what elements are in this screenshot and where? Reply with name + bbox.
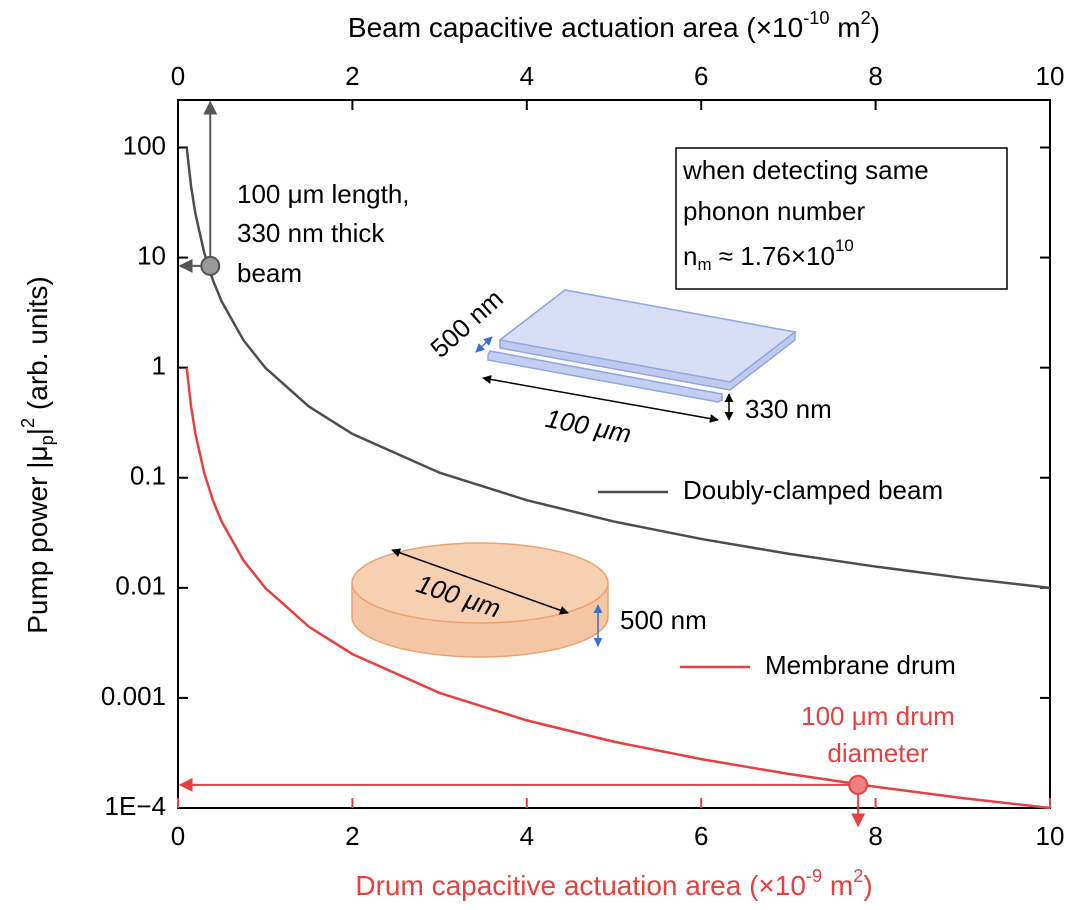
series-line <box>185 367 1051 810</box>
label-part: ≈ 1.76×10 <box>712 241 835 271</box>
y-tick-label: 0.001 <box>101 681 166 711</box>
x2-tick-label: 0 <box>171 61 185 91</box>
label-part: ) <box>863 870 872 901</box>
annotation: beam <box>237 258 302 288</box>
label-part: m <box>697 255 711 274</box>
annotation: 100 μm length, <box>237 179 410 209</box>
x2-tick-label: 4 <box>520 61 534 91</box>
label-part: -9 <box>806 866 822 886</box>
annotation: diameter <box>827 738 928 768</box>
x-tick-label: 6 <box>694 821 708 851</box>
label-part: 2 <box>18 418 38 428</box>
label-part: 2 <box>853 866 863 886</box>
x2-tick-label: 6 <box>694 61 708 91</box>
legend-label: Membrane drum <box>765 650 956 680</box>
annotation: phonon number <box>683 196 865 226</box>
series-line <box>185 147 1051 590</box>
y-tick-label: 1 <box>152 351 166 381</box>
label-part: Beam capacitive actuation area (×10 <box>348 12 803 43</box>
annotation: 100 μm drum <box>801 701 955 731</box>
marker-point <box>848 774 869 795</box>
diagram-label: 330 nm <box>745 394 832 424</box>
annotation: when detecting same <box>682 155 929 185</box>
label-part: | <box>22 428 53 435</box>
legend-label: Doubly-clamped beam <box>683 475 943 505</box>
label-part: Pump power |μ <box>22 445 53 633</box>
x-tick-label: 2 <box>345 821 359 851</box>
label-part: ) <box>871 12 880 43</box>
x2-tick-label: 10 <box>1036 61 1065 91</box>
y-tick-label: 1E−4 <box>105 791 166 821</box>
x-axis-label: Drum capacitive actuation area (×10-9 m2… <box>355 866 872 902</box>
annotation: 330 nm thick <box>237 218 385 248</box>
y-tick-label: 0.01 <box>115 571 166 601</box>
x2-tick-label: 2 <box>345 61 359 91</box>
y-tick-label: 0.1 <box>130 461 166 491</box>
x-tick-label: 4 <box>520 821 534 851</box>
x2-tick-label: 8 <box>868 61 882 91</box>
label-part: Drum capacitive actuation area (×10 <box>355 870 806 901</box>
label-part: m <box>830 12 861 43</box>
x-tick-label: 10 <box>1036 821 1065 851</box>
diagram-label: 500 nm <box>620 605 707 635</box>
x-tick-label: 8 <box>868 821 882 851</box>
label-part: (arb. units) <box>22 276 53 418</box>
diagram-label: 100 μm <box>543 403 634 449</box>
annotation: nm ≈ 1.76×1010 <box>683 236 854 274</box>
label-part: 10 <box>835 236 854 255</box>
label-part: m <box>822 870 853 901</box>
y-tick-label: 10 <box>137 240 166 270</box>
drum-diagram: 100 μm 500 nm <box>351 542 707 658</box>
label-part: -10 <box>803 8 829 28</box>
label-part: 2 <box>861 8 871 28</box>
marker-point <box>200 255 221 276</box>
y-tick-label: 100 <box>123 130 166 160</box>
x-tick-label: 0 <box>171 821 185 851</box>
plot-frame <box>177 99 1051 809</box>
x2-axis-label: Beam capacitive actuation area (×10-10 m… <box>348 8 880 44</box>
label-part: n <box>683 241 697 271</box>
note-box <box>675 147 1008 290</box>
beam-diagram: 500 nm 100 μm 330 nm <box>424 283 831 449</box>
label-part: p <box>37 435 57 445</box>
y-axis-label: Pump power |μp|2 (arb. units) <box>18 276 57 634</box>
